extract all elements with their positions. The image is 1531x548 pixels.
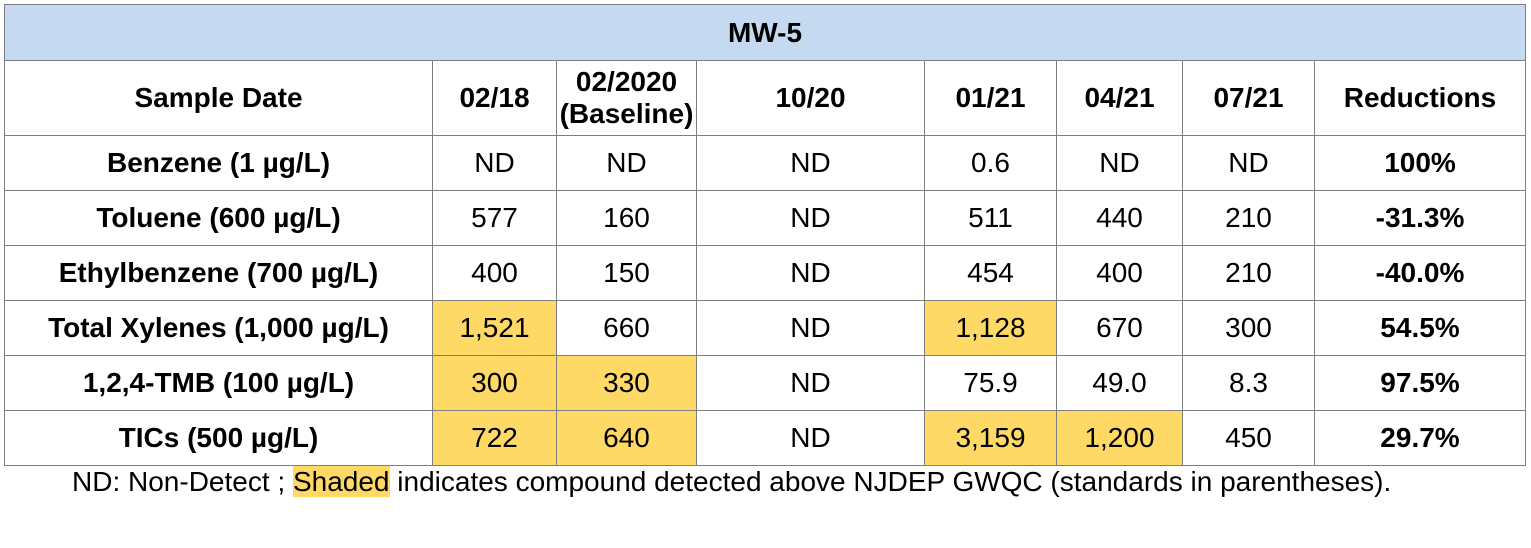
compound-label: TICs (500 µg/L) bbox=[4, 410, 433, 466]
table-row: TICs (500 µg/L) 722 640 ND 3,159 1,200 450 29.7… bbox=[4, 410, 1526, 466]
reduction-cell: 100% bbox=[1314, 135, 1526, 191]
concentration-cell: 511 bbox=[924, 190, 1057, 246]
concentration-cell: 330 bbox=[556, 355, 697, 411]
concentration-cell: 49.0 bbox=[1056, 355, 1183, 411]
concentration-cell: ND bbox=[696, 245, 925, 301]
concentration-cell: ND bbox=[696, 190, 925, 246]
date-header: 02/18 bbox=[432, 60, 557, 136]
concentration-cell: 670 bbox=[1056, 300, 1183, 356]
concentration-cell: 75.9 bbox=[924, 355, 1057, 411]
table-row: Toluene (600 µg/L) 577 160 ND 511 440 210 -31.3… bbox=[4, 190, 1526, 246]
concentration-cell: 1,128 bbox=[924, 300, 1057, 356]
concentration-cell: 660 bbox=[556, 300, 697, 356]
concentration-cell: ND bbox=[1182, 135, 1315, 191]
table-row: Ethylbenzene (700 µg/L) 400 150 ND 454 400 210… bbox=[4, 245, 1526, 301]
concentration-cell: 400 bbox=[1056, 245, 1183, 301]
reduction-cell: 54.5% bbox=[1314, 300, 1526, 356]
concentration-cell: ND bbox=[1056, 135, 1183, 191]
reductions-header: Reductions bbox=[1314, 60, 1526, 136]
date-header: 04/21 bbox=[1056, 60, 1183, 136]
header-row: Sample Date 02/18 02/2020 (Baseline) 10/2… bbox=[4, 60, 1526, 136]
table-row: 1,2,4-TMB (100 µg/L) 300 330 ND 75.9 49.0 8.3 9… bbox=[4, 355, 1526, 411]
compound-label: Toluene (600 µg/L) bbox=[4, 190, 433, 246]
concentration-cell: 300 bbox=[1182, 300, 1315, 356]
concentration-cell: 160 bbox=[556, 190, 697, 246]
reduction-cell: 29.7% bbox=[1314, 410, 1526, 466]
concentration-cell: ND bbox=[696, 355, 925, 411]
reduction-cell: -40.0% bbox=[1314, 245, 1526, 301]
table-row: Total Xylenes (1,000 µg/L) 1,521 660 ND 1,12… bbox=[4, 300, 1526, 356]
reduction-cell: -31.3% bbox=[1314, 190, 1526, 246]
concentration-cell: 1,521 bbox=[432, 300, 557, 356]
concentration-cell: 722 bbox=[432, 410, 557, 466]
compound-label: Total Xylenes (1,000 µg/L) bbox=[4, 300, 433, 356]
date-header: 10/20 bbox=[696, 60, 925, 136]
concentration-cell: 0.6 bbox=[924, 135, 1057, 191]
concentration-cell: 150 bbox=[556, 245, 697, 301]
shaded-legend: Shaded bbox=[292, 466, 390, 497]
sample-date-header: Sample Date bbox=[4, 60, 433, 136]
mw5-results-table: MW-5 Sample Date 02/18 02/2020 (Baseline)… bbox=[4, 4, 1526, 466]
concentration-cell: 3,159 bbox=[924, 410, 1057, 466]
concentration-cell: 577 bbox=[432, 190, 557, 246]
concentration-cell: 450 bbox=[1182, 410, 1315, 466]
concentration-cell: 8.3 bbox=[1182, 355, 1315, 411]
concentration-cell: 454 bbox=[924, 245, 1057, 301]
compound-label: 1,2,4-TMB (100 µg/L) bbox=[4, 355, 433, 411]
footnote-suffix: indicates compound detected above NJDEP … bbox=[389, 466, 1392, 497]
concentration-cell: ND bbox=[696, 300, 925, 356]
footnote: ND: Non-Detect ; Shaded indicates compou… bbox=[72, 464, 1458, 500]
concentration-cell: 210 bbox=[1182, 190, 1315, 246]
concentration-cell: ND bbox=[556, 135, 697, 191]
reduction-cell: 97.5% bbox=[1314, 355, 1526, 411]
compound-label: Ethylbenzene (700 µg/L) bbox=[4, 245, 433, 301]
date-header: 07/21 bbox=[1182, 60, 1315, 136]
concentration-cell: 400 bbox=[432, 245, 557, 301]
table-row: Benzene (1 µg/L) ND ND ND 0.6 ND ND 100% bbox=[4, 135, 1526, 191]
concentration-cell: ND bbox=[432, 135, 557, 191]
date-header: 02/2020 (Baseline) bbox=[556, 60, 697, 136]
concentration-cell: 440 bbox=[1056, 190, 1183, 246]
concentration-cell: ND bbox=[696, 410, 925, 466]
concentration-cell: ND bbox=[696, 135, 925, 191]
date-header: 01/21 bbox=[924, 60, 1057, 136]
concentration-cell: 640 bbox=[556, 410, 697, 466]
concentration-cell: 1,200 bbox=[1056, 410, 1183, 466]
footnote-prefix: ND: Non-Detect ; bbox=[72, 466, 293, 497]
concentration-cell: 300 bbox=[432, 355, 557, 411]
table-title: MW-5 bbox=[4, 4, 1526, 61]
concentration-cell: 210 bbox=[1182, 245, 1315, 301]
compound-label: Benzene (1 µg/L) bbox=[4, 135, 433, 191]
